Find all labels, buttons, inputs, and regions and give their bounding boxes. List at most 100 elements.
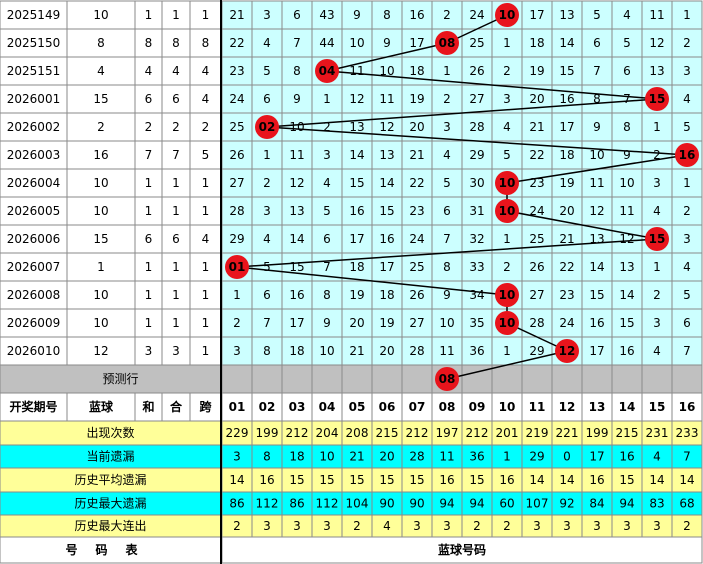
cell-bg [66, 224, 136, 254]
stat-label: 历史最大连出 [74, 518, 146, 533]
miss-count: 3 [233, 344, 241, 358]
cell-bg [461, 308, 493, 338]
stat-value: 16 [259, 473, 274, 487]
cell-bg [521, 252, 553, 282]
stat-value: 7 [683, 450, 691, 464]
miss-count: 8 [623, 120, 631, 134]
prediction-bg [581, 364, 613, 394]
cell-bg [461, 56, 493, 86]
cell-bg [281, 168, 313, 198]
stat-bg [431, 467, 463, 493]
miss-count: 14 [619, 288, 634, 302]
prediction-bg [551, 364, 583, 394]
stat-value: 2 [233, 519, 241, 533]
stat-value: 18 [289, 450, 304, 464]
header-number: 07 [409, 400, 426, 414]
ball [225, 255, 249, 279]
miss-count: 16 [379, 232, 394, 246]
stat-value: 15 [319, 473, 334, 487]
mod-value: 1 [172, 316, 180, 330]
miss-count: 18 [529, 36, 544, 50]
cell-bg [341, 28, 373, 58]
miss-count: 20 [559, 204, 574, 218]
sum-value: 1 [145, 204, 153, 218]
miss-count: 27 [529, 288, 544, 302]
ball-number: 10 [499, 176, 516, 190]
miss-count: 11 [289, 148, 304, 162]
ball [495, 3, 519, 27]
miss-count: 16 [409, 8, 424, 22]
stat-value: 3 [593, 519, 601, 533]
miss-count: 2 [503, 260, 511, 274]
stat-value: 16 [439, 473, 454, 487]
miss-count: 8 [383, 8, 391, 22]
cell-bg [161, 280, 191, 310]
stat-value: 215 [376, 426, 399, 440]
cell-bg [641, 252, 673, 282]
stat-value: 3 [533, 519, 541, 533]
prediction-bg [401, 364, 433, 394]
miss-count: 5 [593, 8, 601, 22]
stat-value: 29 [529, 450, 544, 464]
stat-value: 68 [679, 497, 694, 511]
miss-count: 12 [349, 92, 364, 106]
prediction-bg [221, 364, 253, 394]
span-value: 1 [202, 204, 210, 218]
miss-count: 4 [503, 120, 511, 134]
ball-number: 10 [499, 8, 516, 22]
stat-value: 15 [289, 473, 304, 487]
cell-bg [671, 168, 703, 198]
miss-count: 22 [559, 260, 574, 274]
miss-count: 5 [683, 120, 691, 134]
miss-count: 7 [293, 36, 301, 50]
header: 跨 [199, 400, 212, 414]
cell-bg [401, 0, 433, 30]
miss-count: 10 [619, 176, 634, 190]
span-value: 1 [202, 260, 210, 274]
stat-value: 215 [616, 426, 639, 440]
header-number: 01 [229, 400, 246, 414]
prediction-bg [641, 364, 673, 394]
cell-bg [491, 252, 523, 282]
cell-bg [161, 0, 191, 30]
cell-bg [0, 168, 68, 198]
cell-bg [581, 280, 613, 310]
cell-bg [251, 56, 283, 86]
cell-bg [401, 140, 433, 170]
stat-value: 3 [413, 519, 421, 533]
header-number: 08 [439, 400, 456, 414]
miss-count: 2 [443, 92, 451, 106]
stat-value: 112 [256, 497, 279, 511]
mod-value: 1 [172, 176, 180, 190]
miss-count: 1 [653, 260, 661, 274]
cell-bg [611, 28, 643, 58]
cell-bg [371, 196, 403, 226]
miss-count: 28 [229, 204, 244, 218]
miss-count: 10 [589, 148, 604, 162]
cell-bg [461, 112, 493, 142]
miss-count: 15 [349, 176, 364, 190]
miss-count: 2 [503, 64, 511, 78]
miss-count: 8 [323, 288, 331, 302]
stat-value: 14 [649, 473, 664, 487]
stat-value: 212 [286, 426, 309, 440]
miss-count: 29 [229, 232, 244, 246]
miss-count: 1 [233, 288, 241, 302]
cell-bg [134, 112, 163, 142]
miss-count: 3 [323, 148, 331, 162]
miss-count: 28 [469, 120, 484, 134]
miss-count: 14 [559, 36, 574, 50]
header-number: 04 [319, 400, 336, 414]
stat-value: 14 [559, 473, 574, 487]
stat-value: 60 [499, 497, 514, 511]
miss-count: 33 [469, 260, 484, 274]
cell-bg [189, 280, 222, 310]
miss-count: 13 [289, 204, 304, 218]
cell-bg [66, 56, 136, 86]
miss-count: 6 [623, 64, 631, 78]
header-number: 10 [499, 400, 516, 414]
stat-value: 15 [619, 473, 634, 487]
stat-value: 21 [349, 450, 364, 464]
miss-count: 20 [409, 120, 424, 134]
miss-count: 4 [683, 260, 691, 274]
